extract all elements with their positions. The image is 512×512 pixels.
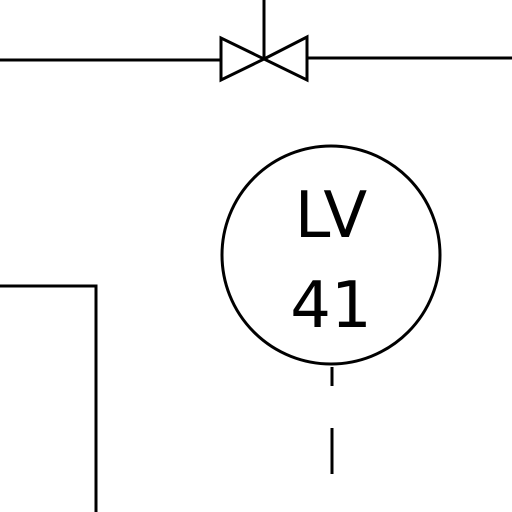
valve-left-triangle [219, 35, 268, 83]
instrument-bubble-icon [220, 144, 442, 366]
gate-valve-icon [219, 34, 309, 83]
equipment-outline [0, 284, 98, 512]
instrument-tag-line2: 41 [290, 269, 371, 343]
valve-right-triangle [260, 34, 309, 83]
instrument-tag-line1: LV [295, 179, 368, 253]
